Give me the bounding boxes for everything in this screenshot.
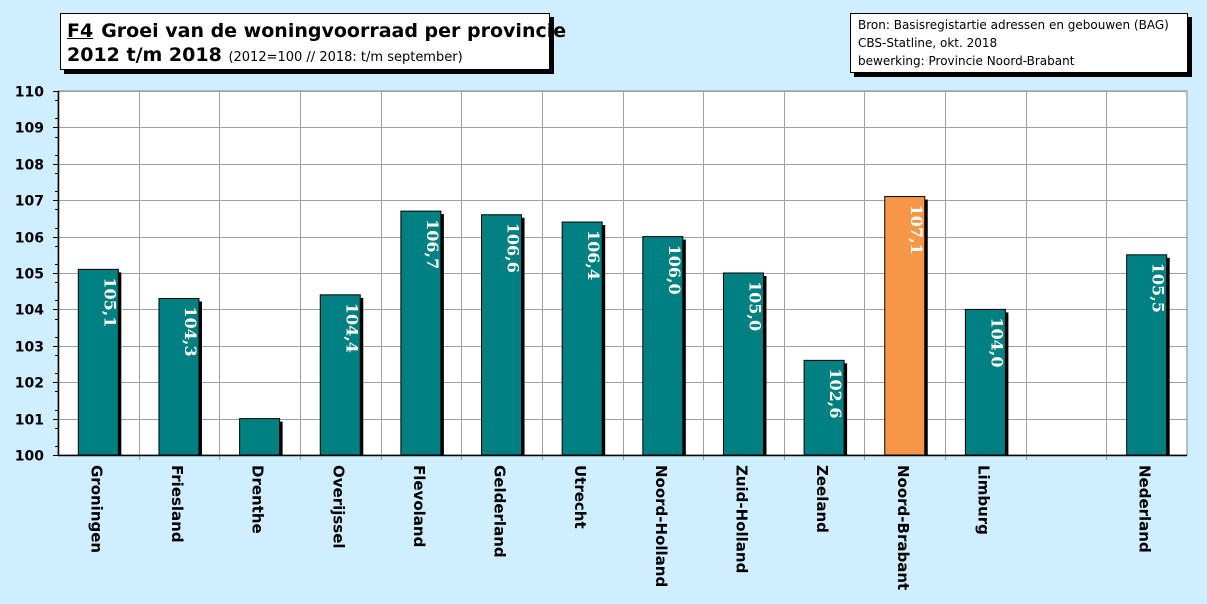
data-label: 107,1 <box>907 205 926 255</box>
x-tick-label: Groningen <box>87 465 105 553</box>
source-line-2: CBS-Statline, okt. 2018 <box>858 36 998 50</box>
y-tick-label: 105 <box>15 267 44 283</box>
x-tick-label: Nederland <box>1136 465 1154 553</box>
x-tick-label: Flevoland <box>410 465 428 547</box>
figure-code: F4 <box>67 20 94 42</box>
data-label: 105,0 <box>745 281 764 331</box>
data-label: 104,3 <box>181 306 200 356</box>
chart-title-box: F4 Groei van de woningvoorraad per provin… <box>60 13 566 70</box>
source-line-3: bewerking: Provincie Noord-Brabant <box>858 54 1075 68</box>
x-tick-label: Noord-Brabant <box>894 465 912 590</box>
x-tick-label: Zeeland <box>813 465 831 533</box>
bar <box>803 359 845 456</box>
x-tick-label: Noord-Holland <box>652 465 670 587</box>
bar <box>319 294 361 456</box>
bar-highlight <box>884 196 926 456</box>
y-tick-label: 108 <box>15 158 44 174</box>
y-tick-label: 100 <box>15 449 44 465</box>
y-tick-label: 107 <box>15 194 44 210</box>
chart-title-line2: 2012 t/m 2018 (2012=100 // 2018: t/m sep… <box>67 43 543 70</box>
data-label: 106,7 <box>423 219 442 269</box>
y-tick-label: 103 <box>15 340 44 356</box>
y-tick-label: 109 <box>15 121 44 137</box>
data-label: 106,4 <box>584 230 603 280</box>
data-label: 106,6 <box>504 223 523 273</box>
bar <box>158 297 200 456</box>
y-tick-label: 104 <box>15 303 44 319</box>
chart-subtitle: (2012=100 // 2018: t/m september) <box>228 50 463 65</box>
x-tick-label: Overijssel <box>329 465 347 549</box>
data-label: 106,0 <box>665 245 684 295</box>
bar <box>722 272 764 456</box>
bar <box>642 236 684 456</box>
data-label: 102,6 <box>826 368 845 418</box>
y-tick-label: 110 <box>15 85 44 101</box>
x-tick-label: Friesland <box>168 465 186 543</box>
chart-title-line1: F4 Groei van de woningvoorraad per provin… <box>67 19 566 43</box>
x-tick-label: Limburg <box>974 465 992 535</box>
data-label: 105,5 <box>1149 263 1168 313</box>
data-label: 105,1 <box>100 277 119 327</box>
bar <box>481 214 523 456</box>
data-label: 104,0 <box>987 317 1006 367</box>
x-tick-label: Utrecht <box>571 465 589 529</box>
bar <box>1126 254 1168 456</box>
chart-period: 2012 t/m 2018 <box>67 44 222 66</box>
x-tick-label: Drenthe <box>249 465 267 534</box>
bar <box>400 210 442 456</box>
x-tick-label: Zuid-Holland <box>732 465 750 573</box>
y-tick-label: 102 <box>15 376 44 392</box>
bar <box>964 308 1006 456</box>
y-tick-label: 106 <box>15 231 44 247</box>
bar <box>77 268 119 456</box>
chart-title: Groei van de woningvoorraad per provinci… <box>101 20 567 42</box>
source-note: Bron: Basisregistartie adressen en gebou… <box>850 13 1188 73</box>
data-label: 104,4 <box>342 303 361 353</box>
bar <box>561 221 603 456</box>
y-tick-label: 101 <box>15 413 44 429</box>
source-line-1: Bron: Basisregistartie adressen en gebou… <box>858 18 1169 32</box>
bar <box>239 418 281 456</box>
x-tick-label: Gelderland <box>491 465 509 558</box>
